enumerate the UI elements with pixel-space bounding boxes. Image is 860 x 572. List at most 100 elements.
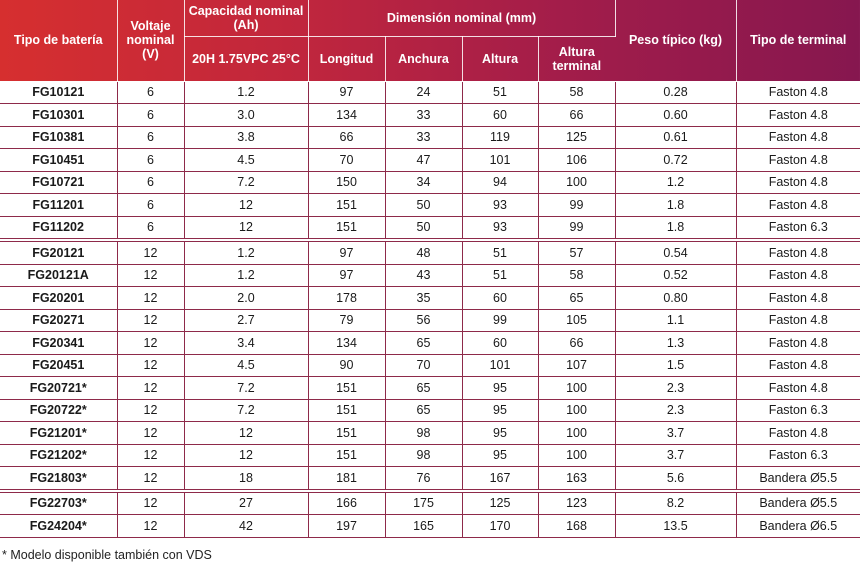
model-cell: FG20121A [0,264,118,287]
terminal-height-cell: 99 [538,193,616,217]
weight-cell: 3.7 [615,444,737,467]
width-cell: 50 [385,193,463,217]
capacity-cell: 4.5 [184,148,309,172]
terminal-height-cell: 58 [538,81,616,104]
terminal-height-cell: 100 [538,171,616,194]
voltage-cell: 12 [117,399,185,422]
height-cell: 51 [462,264,539,287]
length-cell: 151 [308,399,386,422]
header-capacidad: Capacidad nominal (Ah) [184,0,309,37]
table-row: FG20121A 12 1.2 97 43 51 58 0.52 Faston 4.8 [0,264,860,287]
capacity-cell: 3.0 [184,103,309,127]
weight-cell: 3.7 [615,421,737,445]
capacity-cell: 7.2 [184,399,309,422]
weight-cell: 0.28 [615,81,737,104]
terminal-type-cell: Faston 4.8 [736,126,860,149]
table-row: FG11202 6 12 151 50 93 99 1.8 Faston 6.3 [0,216,860,241]
height-cell: 119 [462,126,539,149]
table-row: FG24204* 12 42 197 165 170 168 13.5 Bandera Ø6.5 [0,514,860,538]
terminal-type-cell: Faston 4.8 [736,171,860,194]
width-cell: 24 [385,81,463,104]
model-cell: FG21201* [0,421,118,445]
height-cell: 51 [462,81,539,104]
length-cell: 97 [308,264,386,287]
capacity-cell: 12 [184,193,309,217]
model-cell: FG20341 [0,331,118,355]
terminal-height-cell: 66 [538,103,616,127]
header-voltaje: Voltaje nominal (V) [117,0,185,82]
length-cell: 151 [308,193,386,217]
table-row: FG20121 12 1.2 97 48 51 57 0.54 Faston 4.8 [0,238,860,265]
voltage-cell: 12 [117,514,185,538]
height-cell: 60 [462,331,539,355]
height-cell: 167 [462,466,539,491]
table-row: FG10721 6 7.2 150 34 94 100 1.2 Faston 4.8 [0,171,860,194]
model-cell: FG20271 [0,309,118,332]
terminal-type-cell: Faston 4.8 [736,421,860,445]
terminal-type-cell: Bandera Ø6.5 [736,514,860,538]
terminal-height-cell: 163 [538,466,616,491]
weight-cell: 0.60 [615,103,737,127]
terminal-type-cell: Bandera Ø5.5 [736,466,860,491]
length-cell: 151 [308,376,386,400]
model-cell: FG21803* [0,466,118,491]
model-cell: FG20722* [0,399,118,422]
length-cell: 151 [308,444,386,467]
height-cell: 101 [462,354,539,377]
voltage-cell: 12 [117,264,185,287]
weight-cell: 1.2 [615,171,737,194]
capacity-cell: 7.2 [184,376,309,400]
weight-cell: 2.3 [615,376,737,400]
terminal-type-cell: Faston 4.8 [736,238,860,265]
capacity-cell: 12 [184,421,309,445]
table-body: FG10121 6 1.2 97 24 51 58 0.28 Faston 4.8 FG10301… [0,81,860,538]
table-row: FG10451 6 4.5 70 47 101 106 0.72 Faston 4.8 [0,148,860,172]
terminal-type-cell: Faston 4.8 [736,103,860,127]
table-row: FG21803* 12 18 181 76 167 163 5.6 Bandera Ø5.5 [0,466,860,491]
model-cell: FG20451 [0,354,118,377]
terminal-height-cell: 100 [538,444,616,467]
weight-cell: 1.3 [615,331,737,355]
terminal-type-cell: Faston 4.8 [736,331,860,355]
terminal-type-cell: Faston 4.8 [736,81,860,104]
length-cell: 178 [308,286,386,310]
height-cell: 93 [462,193,539,217]
width-cell: 65 [385,376,463,400]
width-cell: 56 [385,309,463,332]
weight-cell: 1.8 [615,216,737,241]
weight-cell: 0.54 [615,238,737,265]
length-cell: 79 [308,309,386,332]
height-cell: 95 [462,444,539,467]
height-cell: 170 [462,514,539,538]
header-anchura: Anchura [385,36,463,82]
capacity-cell: 1.2 [184,238,309,265]
capacity-cell: 3.8 [184,126,309,149]
model-cell: FG20721* [0,376,118,400]
voltage-cell: 12 [117,421,185,445]
terminal-height-cell: 123 [538,488,616,515]
weight-cell: 2.3 [615,399,737,422]
table-row: FG10301 6 3.0 134 33 60 66 0.60 Faston 4.8 [0,103,860,127]
model-cell: FG10381 [0,126,118,149]
terminal-type-cell: Faston 6.3 [736,444,860,467]
width-cell: 33 [385,103,463,127]
table-header: Tipo de batería Voltaje nominal (V) Capa… [0,0,860,82]
length-cell: 70 [308,148,386,172]
weight-cell: 0.72 [615,148,737,172]
header-dimension: Dimensión nominal (mm) [308,0,616,37]
model-cell: FG20121 [0,238,118,265]
width-cell: 48 [385,238,463,265]
voltage-cell: 12 [117,376,185,400]
voltage-cell: 6 [117,193,185,217]
footnote: * Modelo disponible también con VDS [2,548,212,562]
length-cell: 197 [308,514,386,538]
header-tipo: Tipo de batería [0,0,118,82]
header-altura-terminal: Altura terminal [538,36,616,82]
capacity-cell: 3.4 [184,331,309,355]
terminal-height-cell: 100 [538,421,616,445]
terminal-height-cell: 100 [538,399,616,422]
width-cell: 50 [385,216,463,241]
terminal-height-cell: 58 [538,264,616,287]
height-cell: 125 [462,488,539,515]
